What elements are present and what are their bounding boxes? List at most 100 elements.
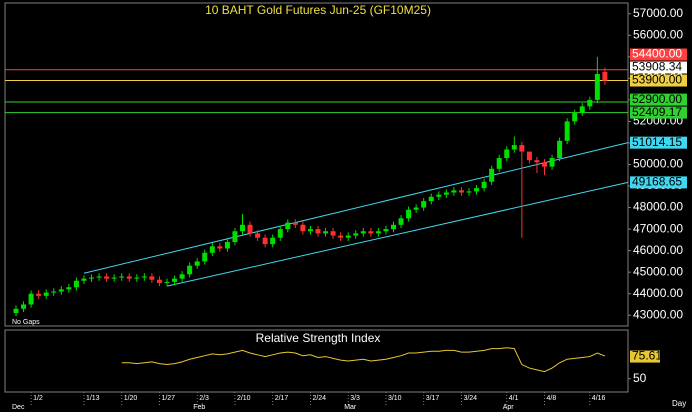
candle-body xyxy=(383,229,389,232)
x-tick-label: 1/2 xyxy=(33,395,43,402)
candle-body xyxy=(300,224,306,232)
candle-body xyxy=(66,287,72,290)
candle-body xyxy=(549,158,555,167)
candle-body xyxy=(330,231,336,236)
candle-body xyxy=(13,308,19,314)
price-box xyxy=(630,61,687,74)
candle-body xyxy=(542,162,547,167)
candle-body xyxy=(232,231,238,243)
price-box-label: 54400.00 xyxy=(632,47,682,61)
candle-body xyxy=(149,276,155,280)
candle-body xyxy=(375,231,381,234)
candle-body xyxy=(398,218,404,225)
y-tick-label: 57000.00 xyxy=(633,6,683,20)
x-tick-label: 3/17 xyxy=(426,395,440,402)
month-label: Mar xyxy=(344,404,357,411)
candle-body xyxy=(360,231,366,234)
candle-body xyxy=(81,278,87,281)
candle-body xyxy=(526,151,532,161)
candle-body xyxy=(134,277,140,279)
price-box-label: 52409.17 xyxy=(632,105,682,119)
month-label: Dec xyxy=(12,404,25,411)
candle-body xyxy=(202,252,208,262)
x-tick-label: 3/3 xyxy=(350,395,360,402)
candle-body xyxy=(511,145,517,150)
candle-body xyxy=(602,71,608,81)
y-tick-label: 48000.00 xyxy=(633,200,683,214)
candle-body xyxy=(323,231,329,234)
candle-body xyxy=(451,190,457,193)
candle-body xyxy=(224,242,230,249)
candle-body xyxy=(240,224,245,232)
x-tick-label: 3/24 xyxy=(463,395,477,402)
candle-body xyxy=(277,229,283,238)
month-label: Apr xyxy=(503,404,515,411)
candle-body xyxy=(496,158,502,169)
channel-line xyxy=(166,181,629,287)
candle-body xyxy=(391,224,396,230)
candle-body xyxy=(126,276,132,279)
price-box-label: 53900.00 xyxy=(632,73,682,87)
candle-body xyxy=(43,292,49,296)
candle-body xyxy=(489,168,495,182)
candle-body xyxy=(119,276,125,278)
note: No Gaps xyxy=(12,319,40,326)
rsi-panel xyxy=(4,329,629,393)
candle-body xyxy=(406,209,412,219)
price-box-label: 52900.00 xyxy=(632,92,682,106)
x-tick-label: 4/8 xyxy=(547,395,557,402)
candle-body xyxy=(534,160,540,163)
rsi-y-tick-label: 50 xyxy=(633,371,647,385)
candle-body xyxy=(564,121,570,141)
candle-body xyxy=(262,237,268,245)
candle-body xyxy=(96,276,102,278)
price-box xyxy=(630,48,687,61)
x-tick-label: 1/27 xyxy=(161,395,175,402)
candle-body xyxy=(413,207,419,210)
candle-body xyxy=(315,229,321,234)
candle-body xyxy=(51,291,57,293)
candle-body xyxy=(164,281,170,283)
candle-body xyxy=(458,190,464,193)
candle-body xyxy=(209,246,215,253)
candle-body xyxy=(292,222,298,225)
price-box xyxy=(630,74,687,87)
chart-title: 10 BAHT Gold Futures Jun-25 (GF10M25) xyxy=(205,3,431,17)
rsi-value-box xyxy=(630,350,660,363)
candle-body xyxy=(436,194,442,197)
candle-body xyxy=(285,222,291,230)
price-box-label: 49168.65 xyxy=(632,175,682,189)
candle-body xyxy=(89,277,94,279)
rsi-line xyxy=(121,347,606,373)
candle-body xyxy=(111,277,117,279)
y-tick-label: 56000.00 xyxy=(633,27,683,41)
y-tick-label: 43000.00 xyxy=(633,307,683,321)
x-tick-label: 1/20 xyxy=(124,395,138,402)
x-tick-label: 2/17 xyxy=(275,395,289,402)
price-box xyxy=(630,106,687,119)
candle-body xyxy=(557,140,563,159)
candle-body xyxy=(28,293,34,305)
candle-body xyxy=(428,196,434,202)
y-tick-label: 44000.00 xyxy=(633,286,683,300)
candle-body xyxy=(270,237,276,245)
price-box xyxy=(630,176,687,189)
x-tick-label: 4/16 xyxy=(592,395,606,402)
x-tick-label: 2/10 xyxy=(237,395,251,402)
candle-body xyxy=(368,231,374,234)
candle-body xyxy=(579,106,585,113)
candle-body xyxy=(353,233,359,236)
y-tick-label: 47000.00 xyxy=(633,221,683,235)
candle-body xyxy=(594,74,600,100)
candle-body xyxy=(36,293,42,296)
x-tick-label: 1/13 xyxy=(86,395,100,402)
candle-body xyxy=(572,112,578,122)
y-tick-label: 46000.00 xyxy=(633,243,683,257)
candle-body xyxy=(587,99,593,107)
candle-body xyxy=(104,276,110,279)
candle-body xyxy=(194,261,200,266)
candle-body xyxy=(21,304,27,309)
candle-body xyxy=(421,201,427,208)
